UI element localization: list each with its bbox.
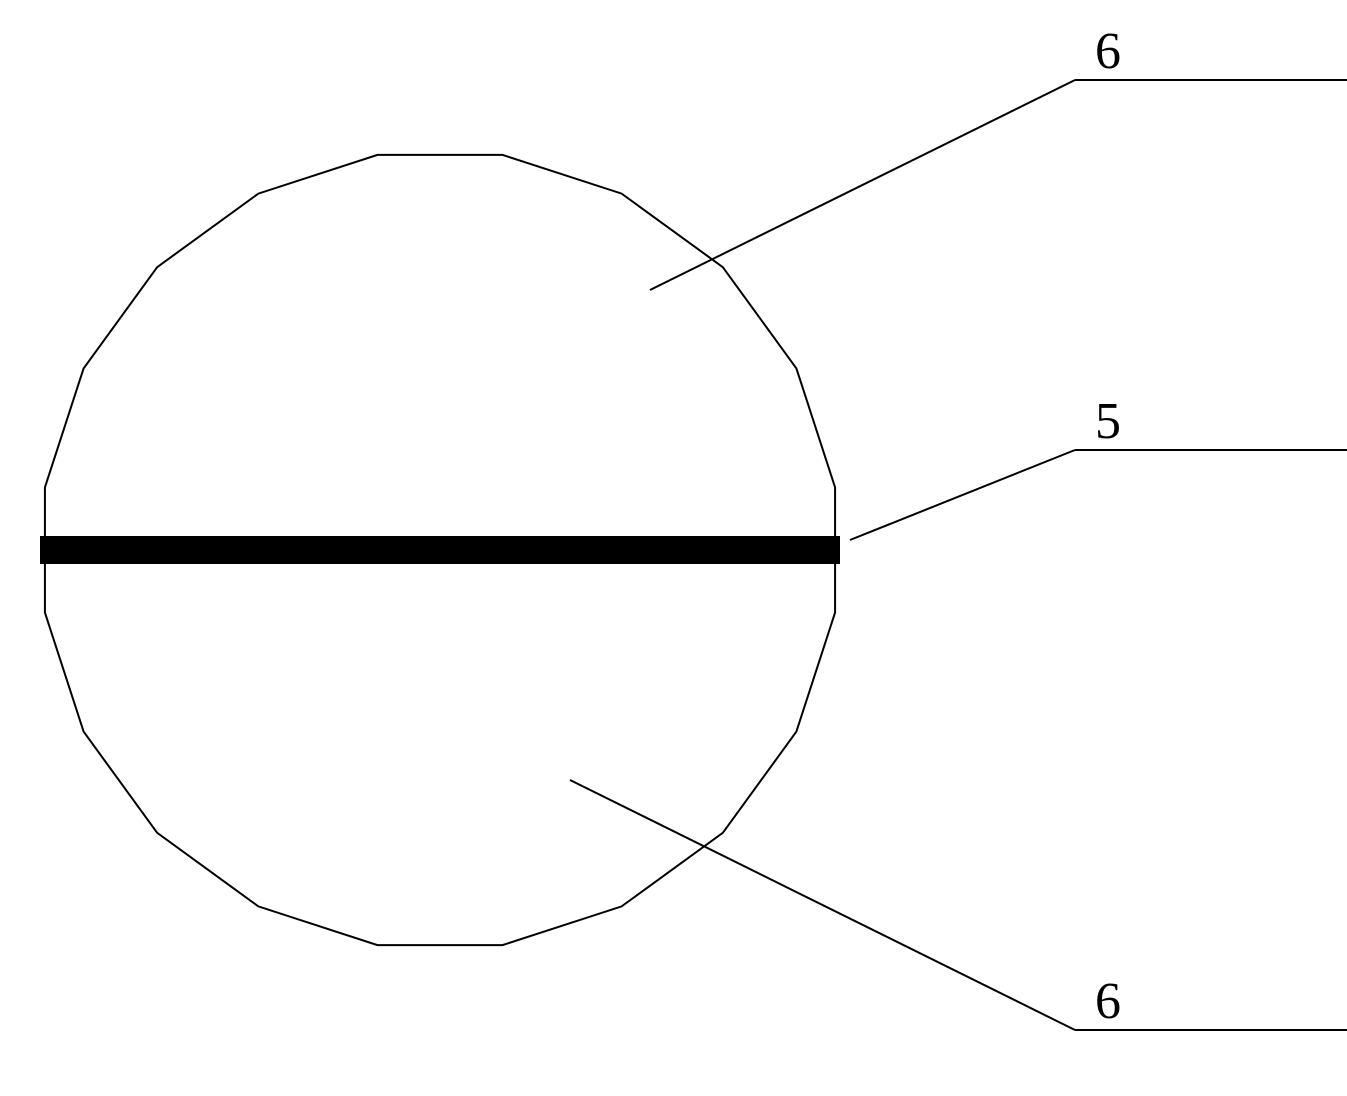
callout-label: 6 [1095, 973, 1121, 1030]
callout-label: 6 [1095, 23, 1121, 80]
callout-label: 5 [1095, 393, 1121, 450]
diagram-svg: 6 5 6 [0, 0, 1347, 1096]
